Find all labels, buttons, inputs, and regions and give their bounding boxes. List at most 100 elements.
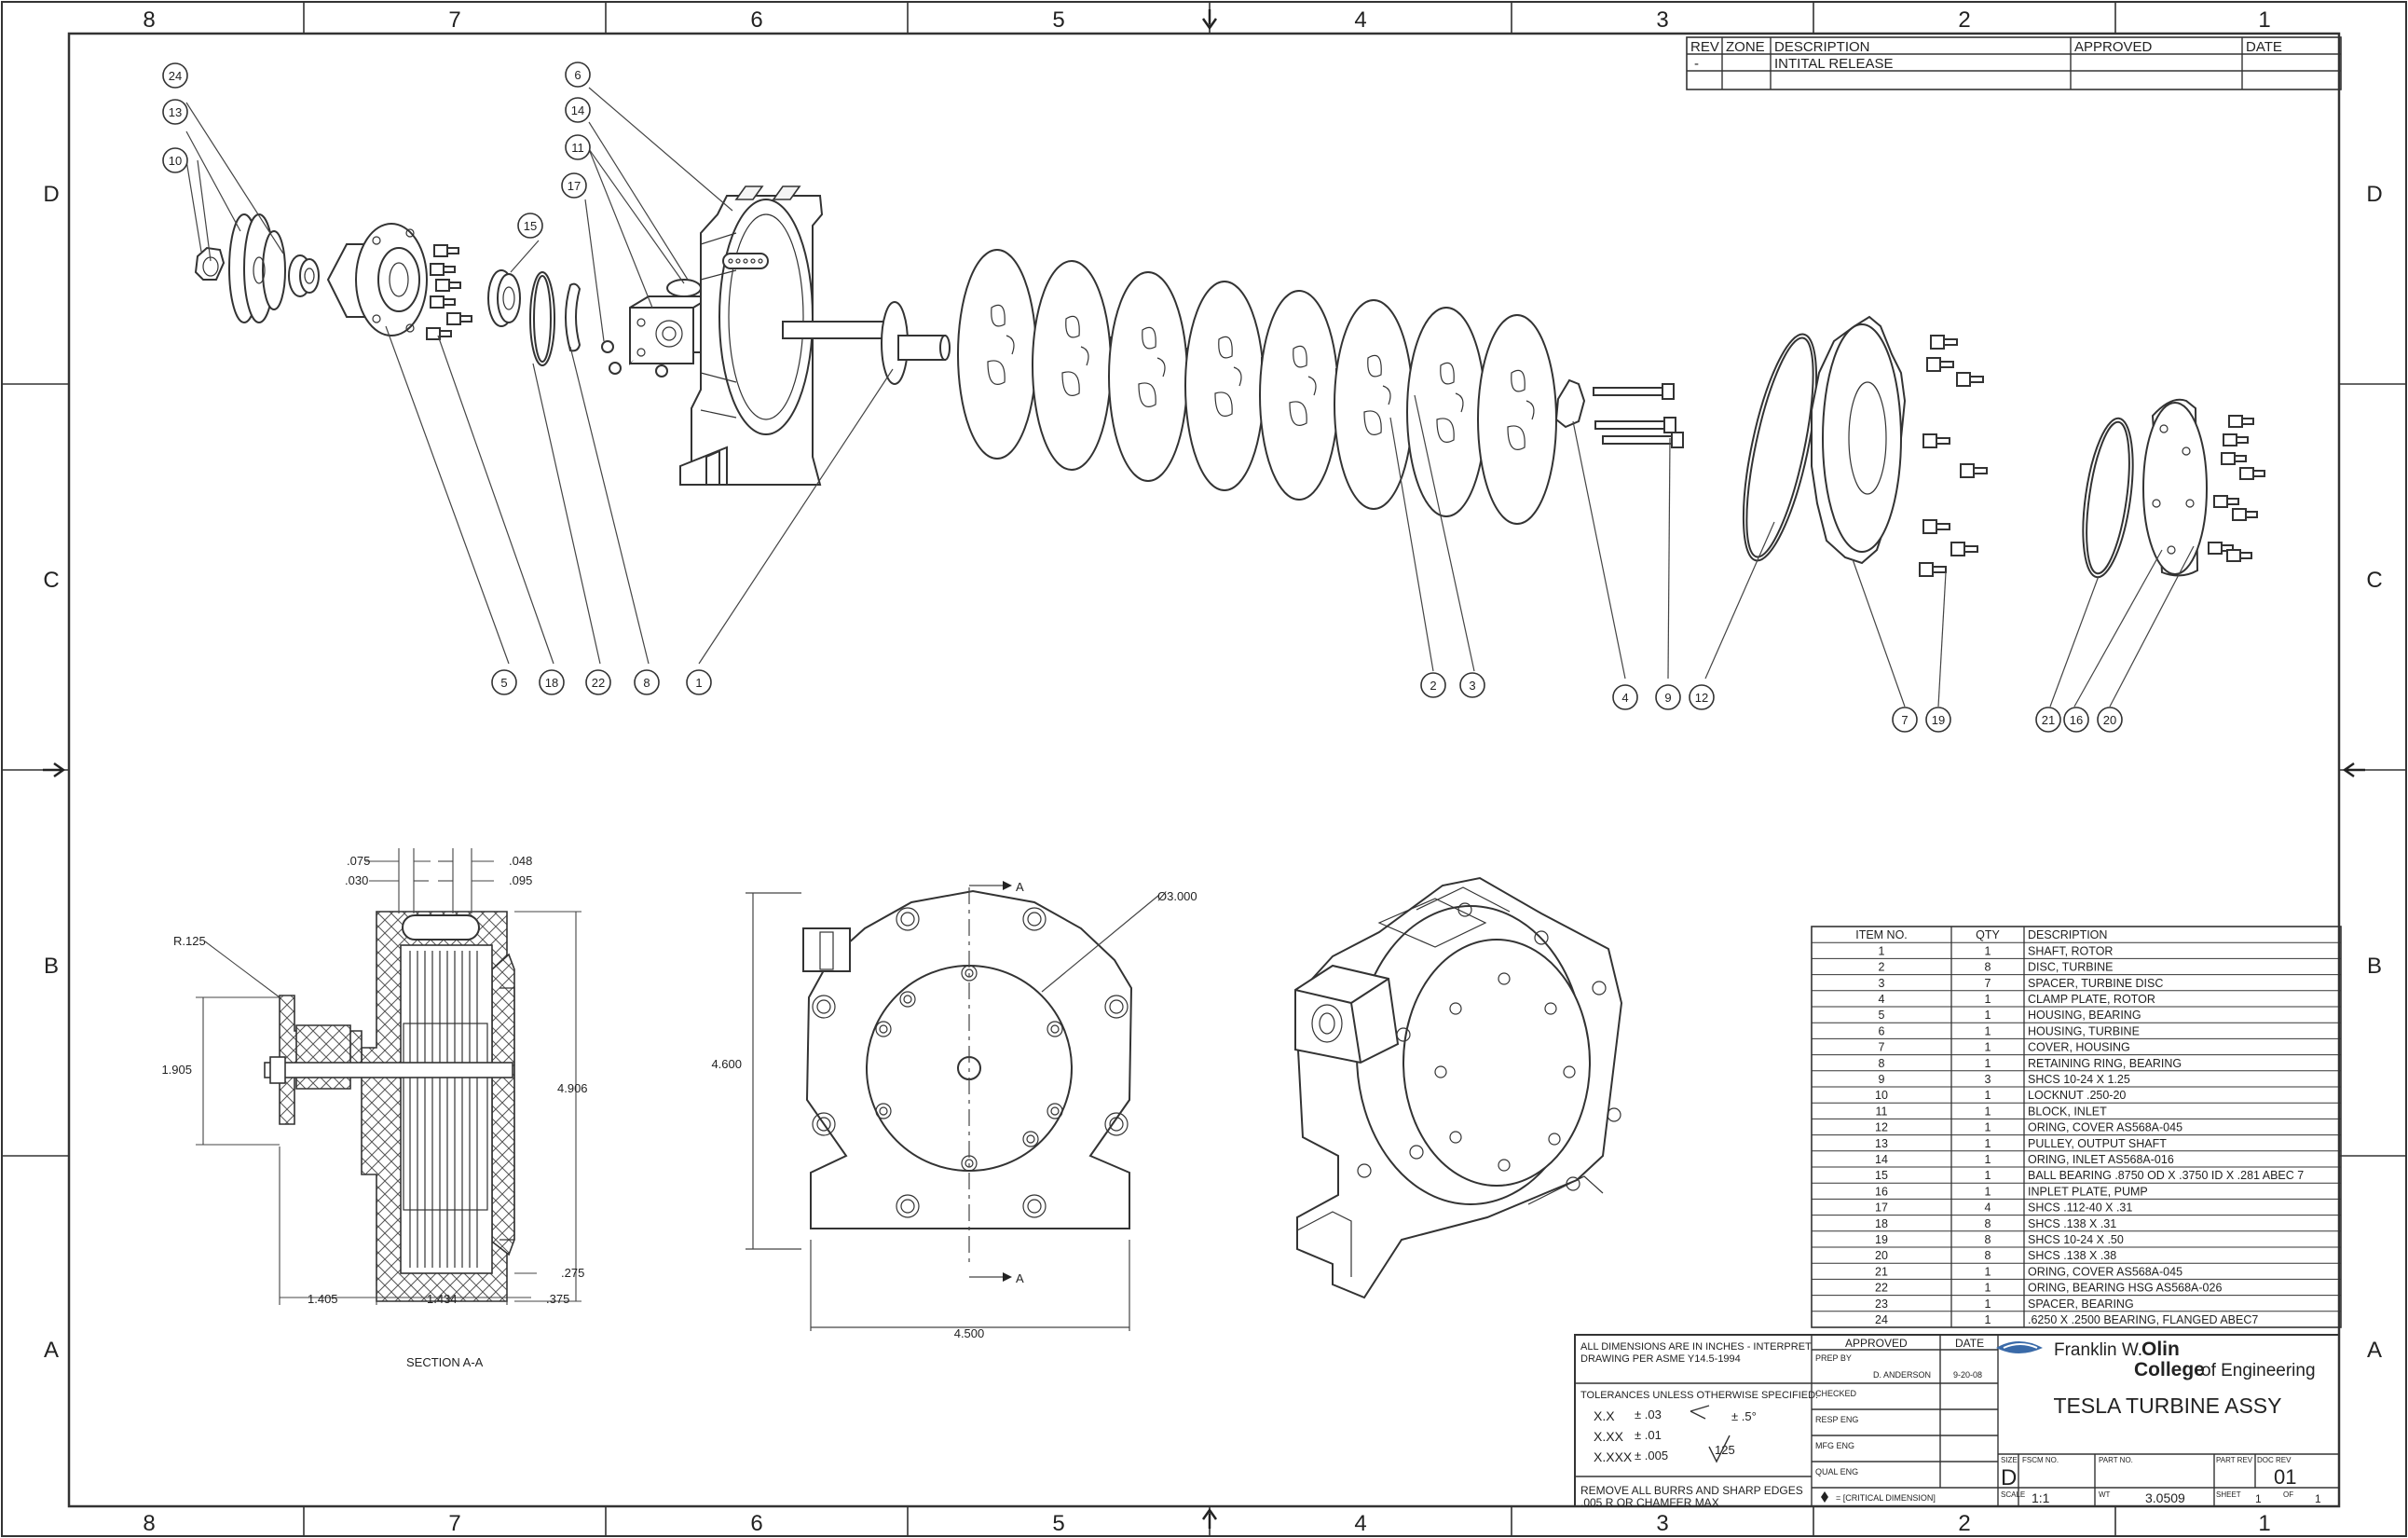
zone-col-7-top: 7 (448, 7, 460, 33)
tb-tol-title: TOLERANCES UNLESS OTHERWISE SPECIFIED: (1580, 1390, 1818, 1401)
balloon-9: 9 (1655, 684, 1681, 710)
rev-header-rev: REV (1690, 39, 1719, 55)
bom-qty: 1 (1985, 1298, 1991, 1311)
bom-description: SHCS 10-24 X .50 (2028, 1233, 2124, 1246)
bom-item-no: 12 (1875, 1121, 1888, 1134)
tb-docrev: 01 (2274, 1465, 2296, 1489)
dim-4906: 4.906 (557, 1081, 588, 1095)
zone-row-b-right: B (2367, 954, 2382, 979)
bom-description: .6250 X .2500 BEARING, FLANGED ABEC7 (2028, 1313, 2258, 1326)
rev-header-approved: APPROVED (2074, 39, 2153, 55)
svg-text:16: 16 (2070, 713, 2083, 727)
center-arrow-top-icon (1201, 9, 1218, 31)
olin-logo: Franklin W. Olin College of Engineering (1996, 1339, 2316, 1380)
balloon-14: 14 (565, 97, 591, 123)
rev-header-zone: ZONE (1726, 39, 1765, 55)
bom-item-no: 7 (1879, 1041, 1885, 1054)
bom-qty: 1 (1985, 1009, 1991, 1022)
balloon-24: 24 (162, 62, 188, 89)
part-long-screws (1593, 383, 1684, 448)
surface-finish-icon (1708, 1435, 1731, 1463)
tb-prep-name: D. ANDERSON (1873, 1370, 1931, 1380)
isometric-view (1293, 876, 1623, 1299)
logo-line-2b: of Engineering (2201, 1361, 2316, 1380)
svg-text:22: 22 (592, 676, 605, 690)
zone-row-a-left: A (44, 1338, 59, 1363)
center-arrow-left-icon (43, 762, 66, 778)
dim-r125: R.125 (173, 934, 206, 948)
bom-qty: 1 (1985, 1041, 1991, 1054)
zone-col-6-bottom: 6 (750, 1511, 762, 1536)
bom-item-no: 10 (1875, 1089, 1888, 1102)
dim-diameter: Ø3.000 (1157, 889, 1197, 903)
zone-col-5-top: 5 (1052, 7, 1064, 33)
svg-text:21: 21 (2042, 713, 2055, 727)
bom-description: SHCS .138 X .31 (2028, 1217, 2116, 1230)
bom-qty: 8 (1985, 1249, 1991, 1262)
balloon-12: 12 (1689, 684, 1715, 710)
part-bearing-housing (326, 223, 428, 336)
zone-col-8-bottom: 8 (143, 1511, 155, 1536)
tb-sheet: 1 (2255, 1492, 2262, 1505)
bom-item-no: 17 (1875, 1202, 1888, 1215)
logo-line-2a: College (2134, 1359, 2205, 1380)
bom-item-no: 14 (1875, 1153, 1888, 1166)
tb-burrs-1: REMOVE ALL BURRS AND SHARP EDGES (1580, 1484, 1803, 1497)
bom-qty: 1 (1985, 1105, 1991, 1118)
balloon-18: 18 (539, 669, 565, 695)
bom-description: BLOCK, INLET (2028, 1105, 2107, 1118)
bom-item-no: 1 (1879, 944, 1885, 957)
bom-item-no: 13 (1875, 1137, 1888, 1150)
bom-item-no: 5 (1879, 1009, 1885, 1022)
part-rotor-shaft (782, 301, 951, 385)
zone-col-2-bottom: 2 (1958, 1511, 1970, 1536)
zone-col-7-bottom: 7 (448, 1511, 460, 1536)
balloon-6: 6 (565, 62, 591, 88)
bom-description: DISC, TURBINE (2028, 961, 2113, 974)
dim-375: .375 (546, 1292, 569, 1306)
bom-qty: 1 (1985, 1137, 1991, 1150)
bom-qty: 1 (1985, 1169, 1991, 1182)
center-arrow-right-icon (2342, 762, 2365, 778)
section-mark-top: A (1016, 880, 1024, 894)
bom-description: SHAFT, ROTOR (2028, 944, 2113, 957)
bom-item-no: 16 (1875, 1185, 1888, 1198)
part-inlet-plate (2142, 398, 2208, 577)
tb-wt-label: WT (2099, 1490, 2111, 1499)
logo-line-1a: Franklin W. (2054, 1340, 2142, 1360)
bom-qty: 1 (1985, 1265, 1991, 1278)
zone-rows: D C B A D C B A (2, 182, 2406, 1363)
tb-critical: = [CRITICAL DIMENSION] (1836, 1493, 1936, 1503)
balloon-7: 7 (1892, 707, 1918, 733)
tb-notes-1: ALL DIMENSIONS ARE IN INCHES - INTERPRET (1580, 1341, 1812, 1353)
rev-row-description: INTITAL RELEASE (1774, 56, 1894, 72)
bom-description: SHCS 10-24 X 1.25 (2028, 1073, 2130, 1086)
balloon-11: 11 (565, 134, 591, 160)
bom-item-no: 3 (1879, 977, 1885, 990)
tb-sheet-label: SHEET (2216, 1490, 2241, 1499)
bom-qty: 1 (1985, 944, 1991, 957)
bom-qty: 8 (1985, 1217, 1991, 1230)
bom-description: CLAMP PLATE, ROTOR (2028, 993, 2155, 1006)
svg-text:3: 3 (1469, 679, 1475, 693)
tb-prep-by: PREP BY (1815, 1353, 1852, 1363)
bom-header-qty: QTY (1976, 928, 2000, 941)
bom-qty: 3 (1985, 1073, 1991, 1086)
bom-item-no: 22 (1875, 1282, 1888, 1295)
bom-description: PULLEY, OUTPUT SHAFT (2028, 1137, 2167, 1150)
tb-tol-angle: ± .5° (1731, 1409, 1757, 1423)
part-screws-20 (2208, 415, 2265, 562)
balloon-22: 22 (585, 669, 611, 695)
balloon-13: 13 (162, 99, 188, 125)
part-oring-12-inner (1745, 336, 1814, 558)
part-screws-19 (1919, 335, 1988, 577)
bom-description: HOUSING, TURBINE (2028, 1024, 2140, 1037)
svg-text:4: 4 (1621, 691, 1628, 705)
bom-description: ORING, BEARING HSG AS568A-026 (2028, 1282, 2222, 1295)
tb-partno-label: PART NO. (2099, 1456, 2133, 1464)
tb-tol-xxx: X.XXX (1594, 1449, 1633, 1464)
revision-table: REV ZONE DESCRIPTION APPROVED DATE - INT… (1686, 36, 2342, 90)
svg-text:10: 10 (169, 154, 182, 168)
